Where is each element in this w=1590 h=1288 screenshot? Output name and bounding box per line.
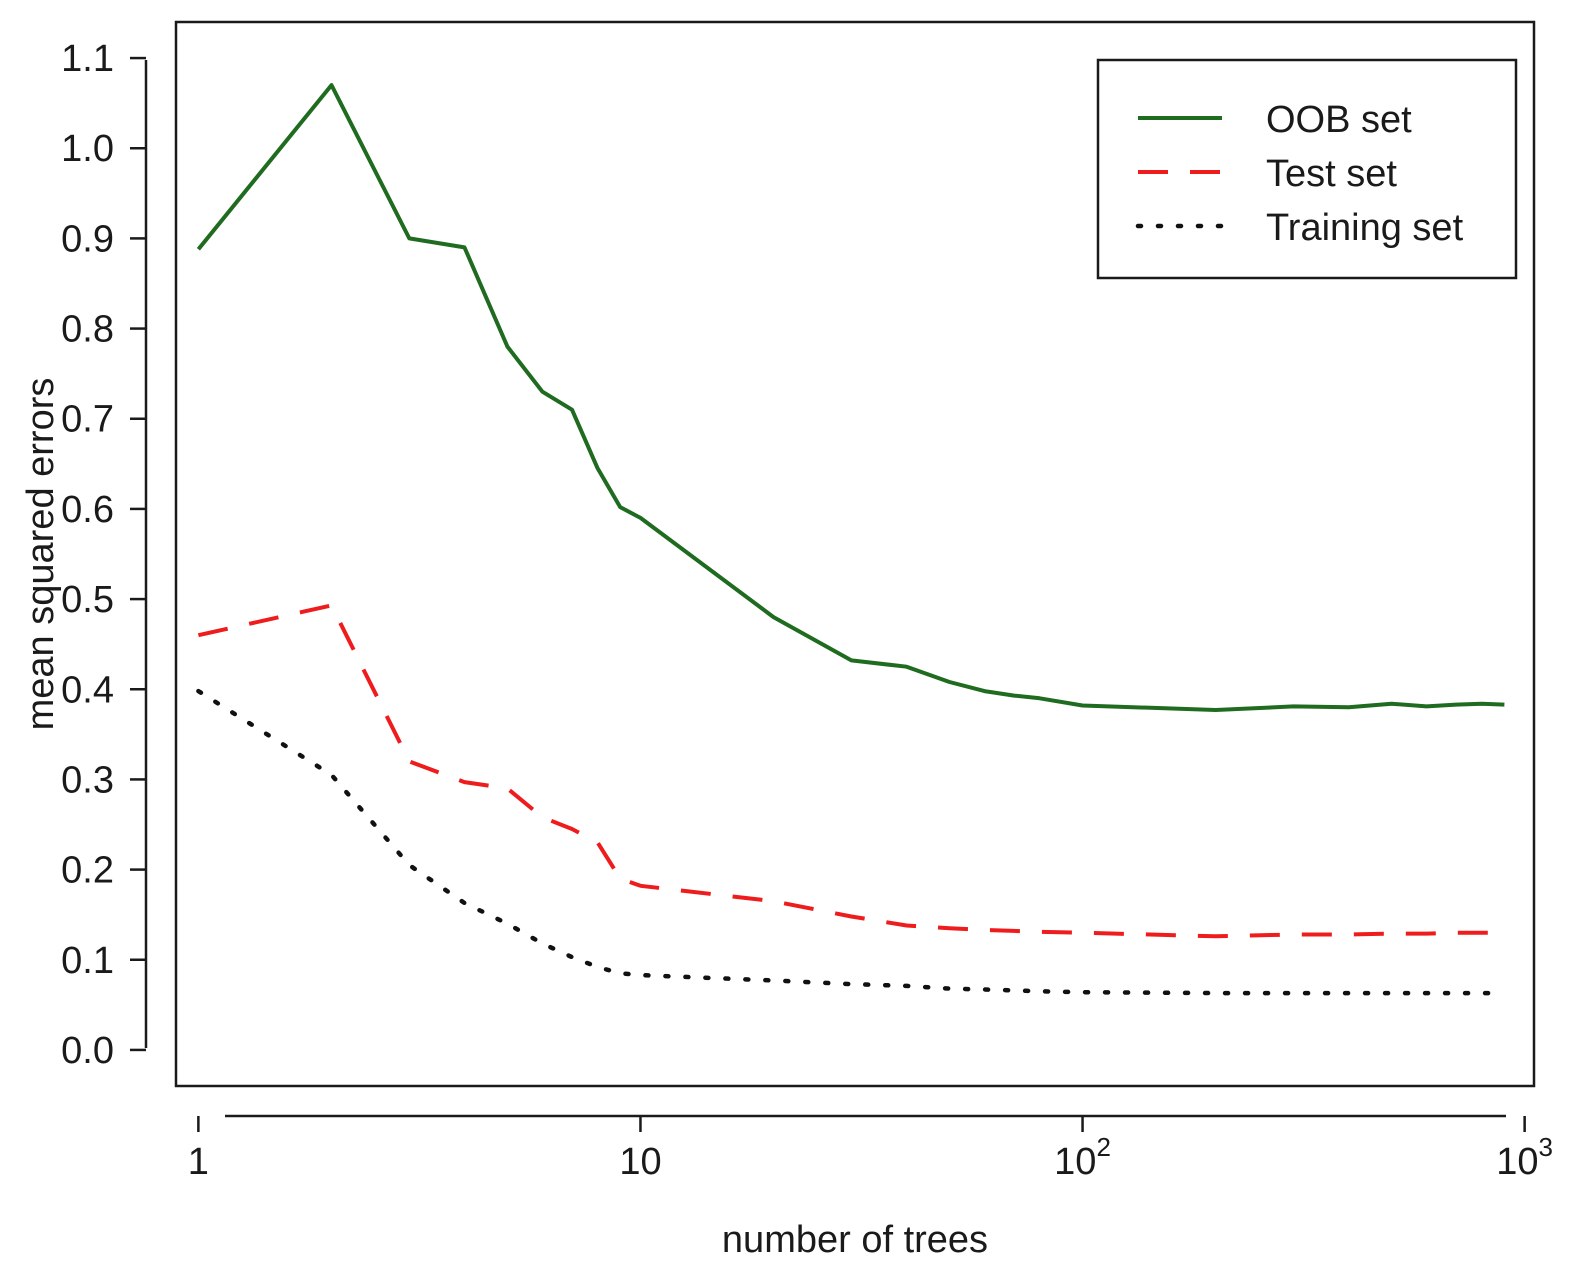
legend-label-oob: OOB set — [1266, 99, 1412, 141]
x-tick-label: 1 — [188, 1141, 209, 1183]
series-line-test-set — [197, 603, 1505, 939]
y-tick-label: 0.7 — [61, 399, 114, 441]
y-tick-label: 0.8 — [61, 309, 114, 351]
y-tick-label: 0.3 — [61, 759, 114, 801]
series-line-training-set — [196, 688, 1507, 996]
x-ticks: 1 10 102 103 — [188, 1116, 1553, 1183]
plot-frame — [174, 20, 1536, 1088]
y-tick-label: 1.0 — [61, 128, 114, 170]
y-tick-label: 0.4 — [61, 669, 114, 711]
x-tick-label: 103 — [1496, 1132, 1553, 1183]
x-tick-label: 102 — [1054, 1132, 1111, 1183]
y-tick-label: 0.6 — [61, 489, 114, 531]
y-tick-label: 0.1 — [61, 940, 114, 982]
series-layer — [196, 83, 1507, 996]
y-tick-label: 0.0 — [61, 1030, 114, 1072]
y-ticks: 0.0 0.1 0.2 0.3 0.4 0.5 0.6 0.7 0.8 0.9 1.0 1.1 — [61, 38, 146, 1072]
legend-label-training: Training set — [1266, 207, 1464, 249]
x-axis-title: number of trees — [722, 1219, 988, 1261]
legend-label-test: Test set — [1266, 153, 1397, 195]
x-tick-label: 10 — [619, 1141, 661, 1183]
y-tick-label: 0.5 — [61, 579, 114, 621]
legend-box — [1096, 58, 1518, 280]
y-tick-label: 0.9 — [61, 218, 114, 260]
y-axis-title: mean squared errors — [20, 378, 62, 731]
y-tick-label: 0.2 — [61, 850, 114, 892]
series-line-oob-set — [196, 83, 1505, 712]
legend: OOB set Test set Training set — [1096, 58, 1518, 280]
y-tick-label: 1.1 — [61, 38, 114, 80]
